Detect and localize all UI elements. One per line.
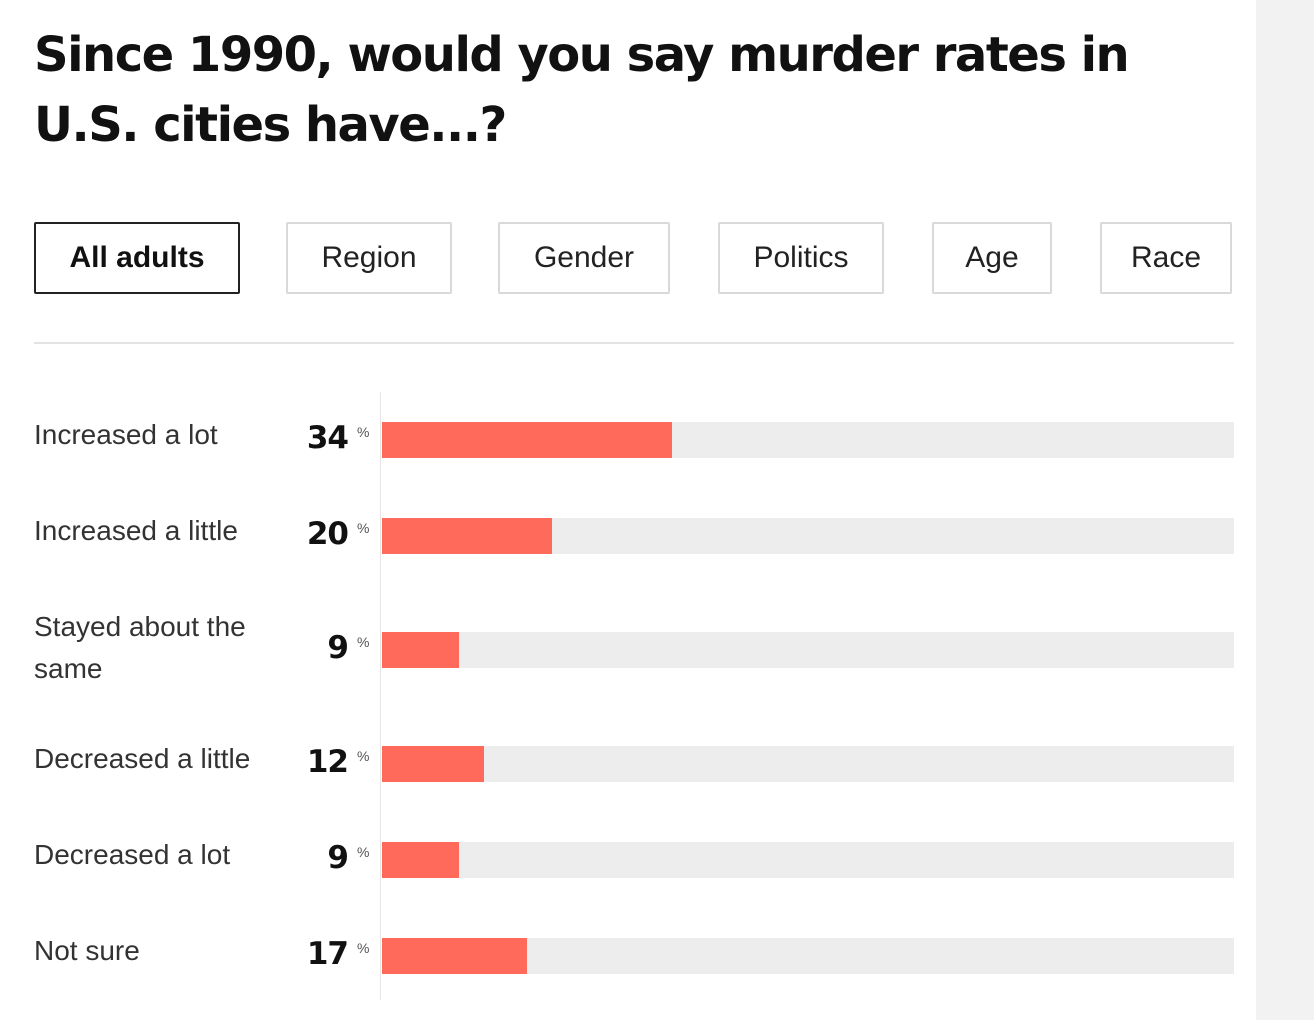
divider: [34, 342, 1234, 344]
bar-track: [382, 746, 1234, 782]
percent-sign: %: [357, 844, 370, 860]
tab-all-adults[interactable]: All adults: [34, 222, 240, 294]
value-label: 34: [306, 420, 349, 456]
bar: [382, 422, 672, 458]
tab-politics[interactable]: Politics: [718, 222, 884, 294]
bar-track: [382, 422, 1234, 458]
bar: [382, 938, 527, 974]
value-label: 9: [327, 840, 349, 876]
category-label: Increased a little: [34, 515, 238, 546]
chart-card: Since 1990, would you say murder rates i…: [0, 0, 1256, 1020]
bar-track: [382, 938, 1234, 974]
bar-track: [382, 842, 1234, 878]
value-label: 9: [327, 630, 349, 666]
bar: [382, 746, 485, 782]
filter-tabs: All adults Region Gender Politics Age Ra…: [0, 222, 1256, 294]
axis-line: [380, 392, 381, 1000]
value-label: 17: [306, 936, 349, 972]
tab-age[interactable]: Age: [932, 222, 1052, 294]
tab-race[interactable]: Race: [1100, 222, 1232, 294]
category-label: Decreased a lot: [34, 839, 231, 870]
percent-sign: %: [357, 940, 370, 956]
percent-sign: %: [357, 634, 370, 650]
bar-track: [382, 518, 1234, 554]
bar: [382, 518, 553, 554]
value-label: 12: [306, 744, 349, 780]
category-label: Not sure: [34, 935, 140, 966]
percent-sign: %: [357, 520, 370, 536]
bar: [382, 632, 459, 668]
chart-title: Since 1990, would you say murder rates i…: [34, 27, 1130, 153]
percent-sign: %: [357, 748, 370, 764]
bar: [382, 842, 459, 878]
category-label: Stayed about the same: [34, 611, 246, 684]
category-label: Decreased a little: [34, 743, 251, 774]
percent-sign: %: [357, 424, 370, 440]
value-label: 20: [306, 516, 349, 552]
bar-track: [382, 632, 1234, 668]
tab-gender[interactable]: Gender: [498, 222, 670, 294]
tab-region[interactable]: Region: [286, 222, 452, 294]
category-label: Increased a lot: [34, 419, 218, 450]
